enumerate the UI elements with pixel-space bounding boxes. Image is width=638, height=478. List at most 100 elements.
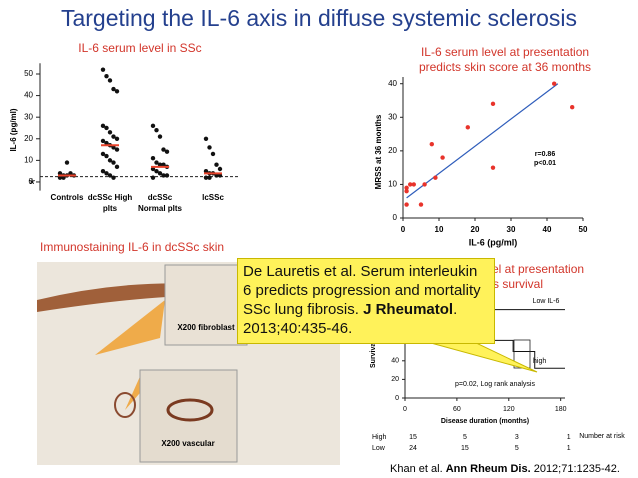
x-tick-label: dcSSc Normal plts [137, 193, 182, 213]
x-tick-label: 10 [435, 225, 444, 234]
data-point [104, 73, 109, 79]
data-point [104, 140, 109, 146]
y-tick-label: 20 [391, 376, 399, 383]
data-point [111, 145, 116, 150]
data-point [154, 127, 159, 133]
risk-table-label: Number at risk [579, 433, 625, 440]
data-point [440, 155, 445, 160]
y-tick-label: 0 [29, 177, 34, 186]
vessel [166, 398, 214, 422]
data-point [107, 130, 113, 135]
x-tick-label: 40 [543, 225, 552, 234]
data-point [210, 151, 216, 157]
risk-count: 1 [567, 434, 571, 441]
risk-count: 15 [461, 445, 469, 452]
x-tick-label: 50 [579, 225, 588, 234]
data-point [61, 175, 66, 180]
y-tick-label: 0 [395, 395, 399, 402]
data-point [214, 162, 219, 167]
data-point [114, 164, 120, 170]
risk-count: 15 [409, 434, 417, 441]
y-tick-label: 0 [393, 213, 398, 222]
callout-journal: J Rheumatol [363, 301, 454, 318]
callout: De Lauretis et al. Serum interleukin 6 p… [237, 258, 495, 344]
data-point [107, 173, 113, 178]
y-tick-label: 40 [388, 79, 397, 88]
data-point [107, 158, 113, 163]
annotation: * [29, 176, 35, 193]
data-point [104, 171, 109, 176]
risk-count: 5 [515, 445, 519, 452]
data-point [100, 151, 106, 157]
data-point [161, 147, 166, 152]
slide-title: Targeting the IL-6 axis in diffuse syste… [61, 5, 577, 31]
data-point [552, 81, 557, 86]
y-axis-label: MRSS at 36 months [374, 114, 383, 189]
callout-pointer [419, 339, 538, 373]
callout-text: . 2013;40:435-46. [243, 301, 458, 337]
data-point [570, 105, 575, 110]
x-axis-label: IL-6 (pg/ml) [469, 237, 518, 247]
data-point [100, 138, 106, 144]
data-point [404, 188, 409, 194]
data-point [217, 166, 223, 172]
fit-line [406, 83, 559, 199]
data-point [100, 168, 106, 174]
risk-count: 5 [463, 434, 467, 441]
x-tick-label: 20 [471, 225, 480, 234]
risk-row-label: Low [372, 445, 386, 452]
data-point [161, 162, 166, 167]
y-tick-label: 10 [24, 155, 33, 164]
data-point [157, 171, 163, 176]
data-point [57, 175, 63, 180]
data-point [111, 175, 116, 180]
data-point [157, 162, 163, 167]
data-point [433, 175, 438, 180]
legend-label: high [533, 358, 546, 365]
y-tick-label: 40 [391, 358, 399, 365]
callout-wedge [95, 300, 165, 355]
x-tick-label: 180 [555, 406, 567, 413]
citation: Khan et al. Ann Rheum Dis. 2012;71:1235-… [380, 463, 630, 475]
data-point [104, 125, 109, 131]
data-point [217, 173, 223, 178]
y-tick-label: 30 [24, 112, 33, 121]
data-point [150, 123, 156, 129]
annotation: p<0.01 [534, 160, 556, 167]
risk-count: 24 [409, 445, 417, 452]
inset-label: X200 fibroblast [177, 323, 235, 332]
y-axis-label: IL-6 (pg/ml) [9, 108, 18, 151]
data-point [150, 156, 156, 161]
data-point [411, 182, 416, 187]
data-point [100, 67, 106, 72]
data-point [164, 149, 170, 154]
data-point [68, 171, 73, 176]
inset [139, 369, 238, 463]
data-point [157, 134, 163, 139]
citation-details: 2012;71:1235-42. [533, 463, 620, 475]
data-point [404, 185, 409, 190]
legend-label: Low IL-6 [533, 298, 560, 305]
data-point [114, 136, 120, 141]
x-tick-label: lcSSc [202, 193, 224, 202]
annotation: p=0.02, Log rank analysis [455, 381, 535, 388]
y-tick-label: 40 [24, 91, 33, 100]
x-tick-label: dcSSc High plts [87, 193, 133, 213]
data-point [114, 147, 120, 152]
data-point [150, 166, 156, 172]
data-point [490, 165, 496, 170]
y-tick-label: 10 [388, 180, 397, 189]
chart-title: IL-6 serum level at presentation predict… [418, 45, 592, 74]
data-point [111, 86, 116, 92]
data-point [408, 182, 413, 187]
data-point [100, 123, 106, 129]
data-point [154, 160, 159, 165]
panel-title: Immunostaining IL-6 in dcSSc skin [40, 240, 225, 254]
data-point [161, 173, 166, 178]
x-tick-label: 120 [503, 406, 515, 413]
data-point [111, 134, 116, 139]
x-tick-label: 0 [401, 225, 406, 234]
risk-row-label: High [372, 434, 387, 441]
data-point [207, 145, 212, 150]
